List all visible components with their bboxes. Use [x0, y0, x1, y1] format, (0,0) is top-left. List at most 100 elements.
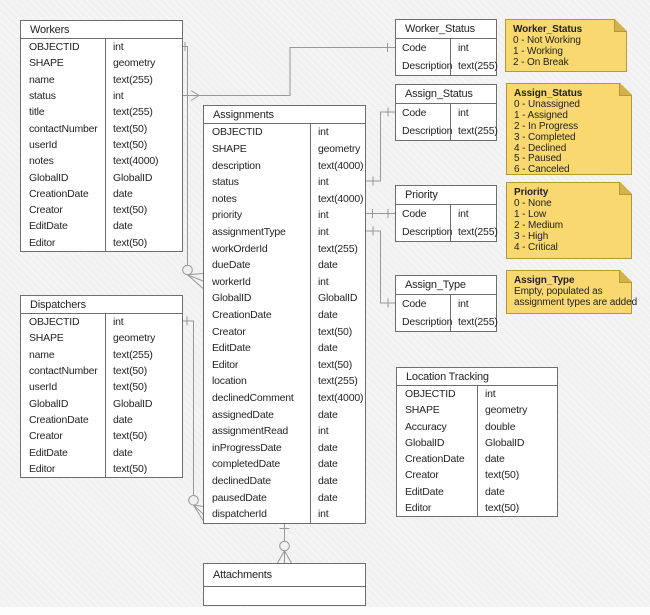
- field-type: text(50): [113, 122, 147, 135]
- table-row: Accuracy double: [397, 418, 557, 435]
- field-type: text(50): [113, 204, 147, 217]
- field-name: GlobalID: [397, 434, 478, 451]
- note-title: Worker_Status: [513, 24, 583, 35]
- field-name: Creator: [21, 201, 106, 219]
- relationship-assignments-attachments[interactable]: [277, 523, 292, 564]
- note-line: 4 - Declined: [514, 142, 567, 154]
- table-row: Creator text(50): [397, 467, 557, 484]
- field-type: date: [318, 408, 338, 421]
- table-row: GlobalID GlobalID: [397, 434, 557, 451]
- note-fold-icon: [614, 19, 627, 32]
- field-type: text(50): [318, 358, 352, 371]
- relationship-assigntype-assignments[interactable]: [366, 226, 395, 308]
- field-type: text(50): [113, 236, 147, 249]
- field-name: declinedComment: [204, 389, 311, 407]
- field-type: text(50): [485, 469, 519, 482]
- field-name: assignmentRead: [204, 422, 311, 440]
- table-row: userId text(50): [21, 136, 182, 154]
- field-type: double: [485, 420, 516, 433]
- table-row: title text(255): [21, 104, 182, 121]
- field-type: text(4000): [318, 159, 364, 172]
- empty-table-body: [204, 587, 365, 605]
- table-row: dispatcherId int: [204, 506, 365, 523]
- table-row: Description text(255): [396, 223, 498, 241]
- table-body: OBJECTID int SHAPE geometry name text(255) con…: [21, 314, 182, 477]
- entity-table-assign-type[interactable]: Assign_Type Code int Description text(255): [395, 275, 498, 332]
- table-row: name text(255): [21, 346, 182, 363]
- field-type: date: [318, 342, 338, 355]
- note-assign-status[interactable]: Assign_Status 0 - Unassigned 1 - Assigned…: [506, 83, 632, 175]
- entity-table-assignments[interactable]: Assignments OBJECTID int SHAPE geometry desc…: [203, 105, 366, 524]
- table-row: pausedDate date: [204, 489, 365, 507]
- table-row: Creator text(50): [21, 428, 182, 445]
- note-priority[interactable]: Priority 0 - None 1 - Low 2 - Medium 3 - Hi…: [506, 182, 632, 259]
- table-row: assignmentRead int: [204, 422, 365, 440]
- field-name: SHAPE: [397, 402, 478, 419]
- table-row: EditDate date: [21, 218, 182, 235]
- table-row: CreationDate date: [204, 306, 365, 324]
- crow-foot-icon: [190, 90, 200, 101]
- table-row: Creator text(50): [204, 323, 365, 340]
- field-type: text(50): [113, 365, 147, 378]
- entity-table-assign-status[interactable]: Assign_Status Code int Description text(255…: [395, 84, 498, 141]
- entity-table-priority[interactable]: Priority Code int Description text(255): [395, 185, 498, 242]
- entity-table-location-tracking[interactable]: Location Tracking OBJECTID int SHAPE geomet…: [396, 367, 558, 517]
- table-row: CreationDate date: [21, 411, 182, 429]
- entity-table-workers[interactable]: Workers OBJECTID int SHAPE geometry name text…: [20, 20, 183, 252]
- note-line: 4 - Critical: [514, 241, 558, 253]
- entity-table-attachments[interactable]: Attachments: [203, 563, 366, 606]
- note-lines: 0 - Unassigned 1 - Assigned 2 - In Progres…: [514, 99, 629, 176]
- table-title: Assignments: [204, 106, 365, 124]
- table-row: OBJECTID int: [397, 386, 557, 403]
- field-type: text(255): [113, 348, 153, 361]
- table-row: Description text(255): [396, 122, 498, 140]
- field-name: assignedDate: [204, 406, 311, 423]
- relationship-assignstatus-assignments[interactable]: [366, 107, 395, 186]
- field-type: geometry: [485, 404, 528, 417]
- note-line: 0 - None: [514, 197, 552, 209]
- relationship-priority-assignments[interactable]: [366, 209, 395, 218]
- note-line: 2 - On Break: [513, 56, 569, 68]
- field-name: notes: [204, 190, 311, 208]
- field-type: GlobalID: [485, 436, 525, 449]
- field-type: int: [318, 126, 329, 139]
- table-row: workerId int: [204, 273, 365, 291]
- entity-table-worker-status[interactable]: Worker_Status Code int Description text(255…: [395, 19, 498, 76]
- field-name: Code: [396, 104, 451, 122]
- field-type: int: [113, 90, 124, 103]
- note-assign-type[interactable]: Assign_Type Empty, populated as assignmen…: [506, 270, 637, 314]
- note-line: 5 - Paused: [514, 153, 562, 165]
- note-line: Empty, populated as: [514, 285, 603, 297]
- table-row: status int: [204, 173, 365, 191]
- table-row: declinedComment text(4000): [204, 389, 365, 407]
- note-fold-icon: [619, 182, 632, 195]
- entity-table-dispatchers[interactable]: Dispatchers OBJECTID int SHAPE geometry name…: [20, 295, 183, 478]
- field-type: date: [485, 485, 505, 498]
- field-type: text(255): [458, 316, 498, 328]
- table-row: workOrderId text(255): [204, 240, 365, 257]
- cardinality-zero-circle: [182, 264, 193, 276]
- field-type: GlobalID: [113, 397, 153, 410]
- relationship-workerstatus-workers[interactable]: [183, 43, 395, 101]
- table-title: Dispatchers: [21, 296, 182, 314]
- field-name: status: [21, 87, 106, 105]
- table-row: GlobalID GlobalID: [21, 395, 182, 412]
- table-row: SHAPE geometry: [397, 402, 557, 419]
- field-type: date: [113, 413, 133, 426]
- relationship-workers-assignments[interactable]: [182, 42, 204, 289]
- field-name: inProgressDate: [204, 439, 311, 457]
- field-name: SHAPE: [21, 55, 106, 72]
- field-type: date: [318, 491, 338, 504]
- field-name: GlobalID: [21, 169, 106, 186]
- note-line: 3 - High: [514, 230, 549, 242]
- table-row: location text(255): [204, 373, 365, 390]
- field-type: date: [318, 458, 338, 471]
- table-row: GlobalID GlobalID: [21, 169, 182, 186]
- table-row: Editor text(50): [204, 356, 365, 374]
- field-type: text(255): [458, 125, 498, 137]
- note-worker-status[interactable]: Worker_Status 0 - Not Working 1 - Working…: [505, 19, 627, 72]
- relationship-dispatchers-assignments[interactable]: [183, 316, 204, 521]
- field-type: text(4000): [318, 192, 364, 205]
- note-fold-icon: [619, 270, 632, 283]
